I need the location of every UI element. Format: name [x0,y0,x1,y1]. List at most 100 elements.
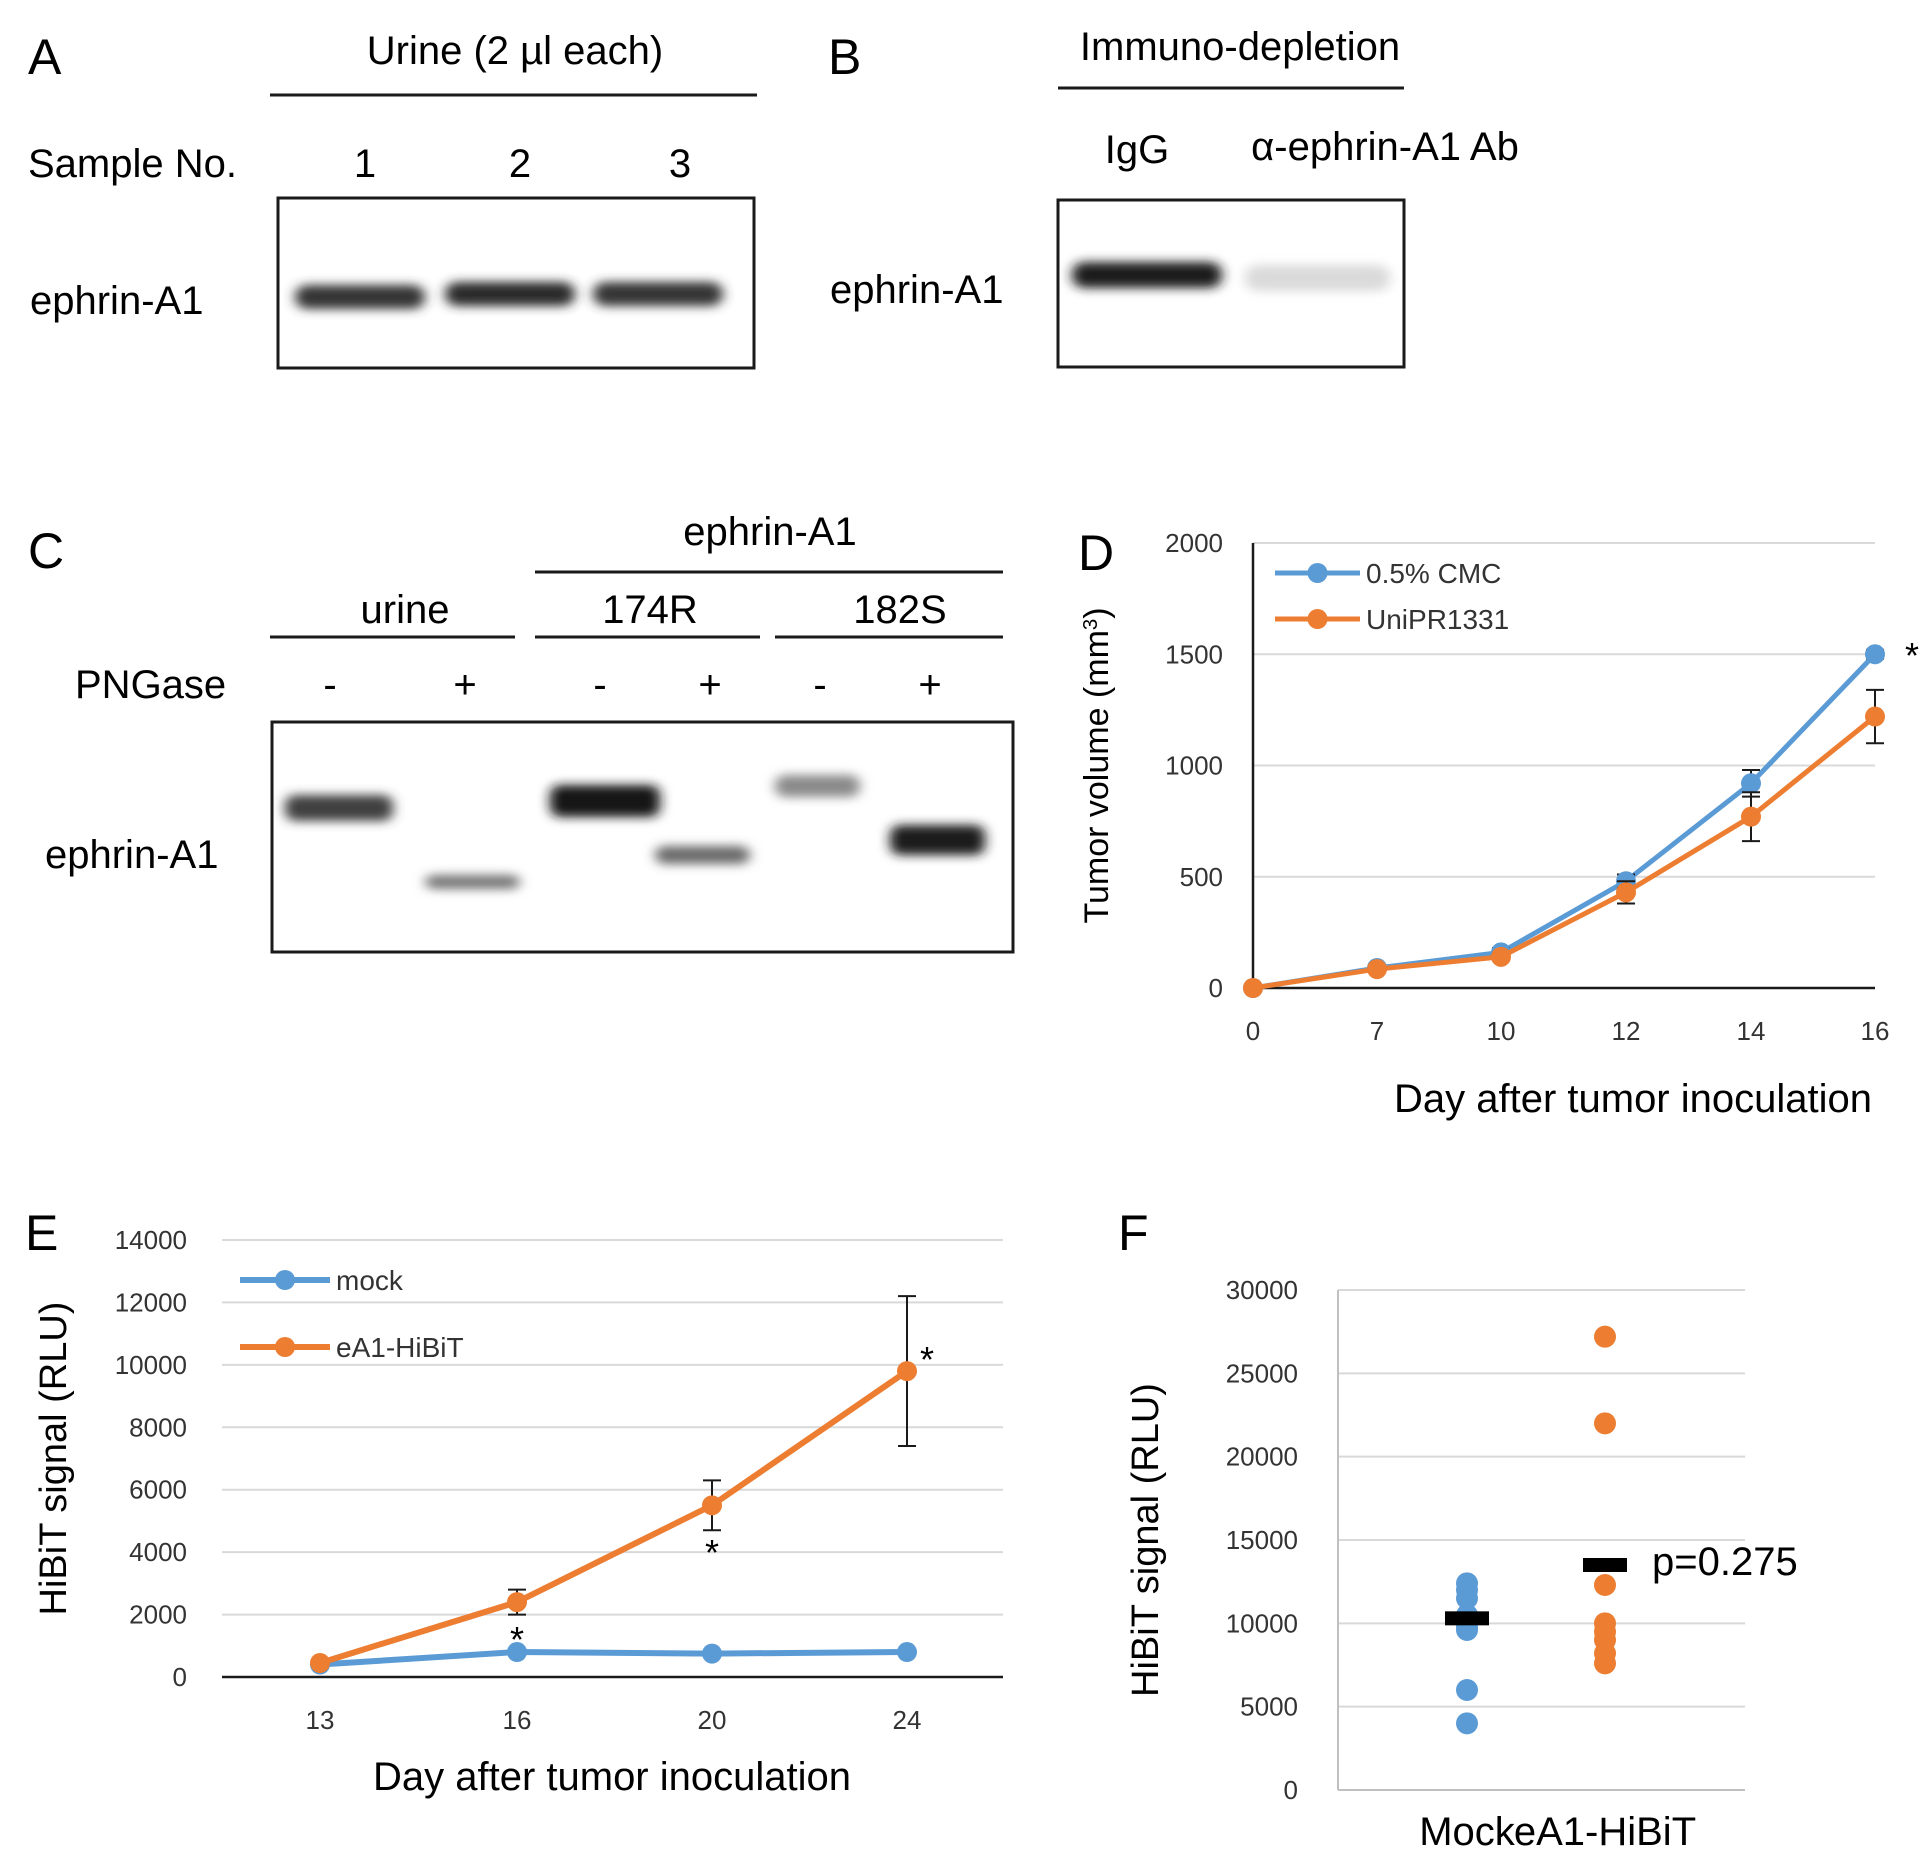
panel-a: A Urine (2 µl each) Sample No. 1 2 3 eph… [28,29,757,370]
panel-b-bands [1072,262,1390,291]
panel-c-lane-label-2: + [453,663,476,707]
panel-c-group-header: ephrin-A1 [683,510,856,554]
panel-c-lane-label-1: - [323,663,336,707]
band-a-lane-2 [445,282,575,306]
data-point [1865,644,1885,665]
panel-b-row-label: ephrin-A1 [830,268,1003,312]
y-tick-label: 20000 [1226,1442,1298,1472]
y-tick-label: 500 [1180,862,1223,892]
panel-f: F 0 5000 10000 15000 20000 25000 30000 Mock eA1-… [1118,1205,1798,1854]
x-tick-label: 16 [503,1705,532,1735]
p-value-annotation: p=0.275 [1652,1540,1798,1584]
panel-c-lane-label-3: - [593,663,606,707]
series-line-ea1-hibit [319,1368,909,1666]
panel-e: E 0 2000 4000 6000 8000 10000 12000 14000 13 16 20… [25,1205,1003,1799]
significance-marker: * [920,1339,934,1380]
band-a-lane-3 [593,282,723,306]
y-axis-title: HiBiT signal (RLU) [1125,1383,1167,1697]
data-point [1594,1574,1616,1596]
panel-c-group-182s: 182S [853,588,946,632]
panel-a-lane-1: 1 [354,142,376,186]
chart-f: 0 5000 10000 15000 20000 25000 30000 Mock eA1-Hi… [1125,1275,1798,1854]
panel-a-row-label: ephrin-A1 [30,279,203,323]
panel-a-lane-3: 3 [669,142,691,186]
y-tick-label: 2000 [1165,528,1223,558]
y-axis-title: Tumor volume (mm3) [1078,607,1116,923]
panel-a-letter: A [28,29,62,85]
panel-c-lane-label-5: - [813,663,826,707]
data-point [507,1642,527,1663]
panel-b-letter: B [828,29,861,85]
panel-a-header: Urine (2 µl each) [367,29,663,73]
data-point [1741,806,1761,827]
data-point [1456,1587,1478,1610]
band-c-lane-4 [655,846,750,864]
y-tick-label: 10000 [115,1350,187,1380]
x-tick-label: 24 [893,1705,922,1735]
data-point [1616,882,1636,903]
data-point [897,1361,917,1382]
panel-b-lane-2: α-ephrin-A1 Ab [1251,125,1519,169]
legend-label: mock [336,1265,404,1296]
data-point [1594,1412,1616,1435]
panel-d-letter: D [1078,525,1114,581]
legend-marker [1307,609,1328,629]
x-tick-label: 0 [1246,1016,1260,1046]
band-b-lane-1 [1072,262,1222,288]
data-point [1456,1712,1478,1735]
mean-marker [1583,1558,1627,1572]
series-line-unipr1331 [1252,714,1877,991]
y-tick-label: 10000 [1226,1608,1298,1638]
x-tick-label: 12 [1612,1016,1641,1046]
data-point [1741,773,1761,794]
x-tick-label: 20 [698,1705,727,1735]
band-c-lane-6 [890,825,985,855]
band-c-lane-1 [285,795,393,821]
y-tick-label: 0 [173,1662,187,1692]
x-tick-label: 14 [1737,1016,1766,1046]
data-point [702,1495,722,1516]
data-point [1243,978,1263,998]
chart-d: 0 500 1000 1500 2000 0 7 10 12 14 16 0.5% CMC UniPR1… [1078,528,1919,1121]
y-tick-label: 4000 [129,1537,187,1567]
data-point [702,1643,722,1664]
x-axis-title: Day after tumor inoculation [1394,1077,1872,1121]
data-point [507,1592,527,1613]
panel-b-lane-1: IgG [1105,128,1169,172]
significance-marker: * [1905,635,1919,676]
y-tick-label: 25000 [1226,1358,1298,1388]
y-tick-label: 30000 [1226,1275,1298,1305]
panel-f-letter: F [1118,1205,1149,1261]
y-axis-title: HiBiT signal (RLU) [33,1302,75,1616]
panel-c-lane-label-6: + [918,663,941,707]
y-tick-label: 2000 [129,1600,187,1630]
band-c-lane-3 [550,785,660,817]
panel-c-bands [285,775,985,889]
legend-marker [275,1270,295,1290]
y-tick-label: 14000 [115,1225,187,1255]
data-point [1594,1325,1616,1348]
data-point [1456,1679,1478,1701]
y-tick-label: 12000 [115,1287,187,1317]
band-c-lane-2 [425,875,520,889]
x-tick-label: 16 [1861,1016,1890,1046]
x-category-label: Mock [1419,1810,1516,1854]
panel-c-letter: C [28,523,64,579]
x-category-label: eA1-HiBiT [1514,1810,1696,1854]
panel-a-lane-2: 2 [509,142,531,186]
panel-c-lane-labels: - + - + - + [323,663,941,707]
x-tick-label: 13 [306,1705,335,1735]
x-axis-title: Day after tumor inoculation [373,1755,851,1799]
data-point [310,1652,330,1673]
y-tick-label: 6000 [129,1475,187,1505]
x-tick-label: 10 [1487,1016,1516,1046]
mean-marker [1445,1611,1489,1626]
panel-c: C ephrin-A1 urine 174R 182S PNGase - + - + -… [28,510,1015,954]
panel-c-lane-label-4: + [698,663,721,707]
data-point [1594,1652,1616,1675]
panel-c-group-174r: 174R [602,588,698,632]
panel-a-bands [295,282,723,309]
panel-c-row-label: ephrin-A1 [45,833,218,877]
legend-marker [1307,563,1328,583]
